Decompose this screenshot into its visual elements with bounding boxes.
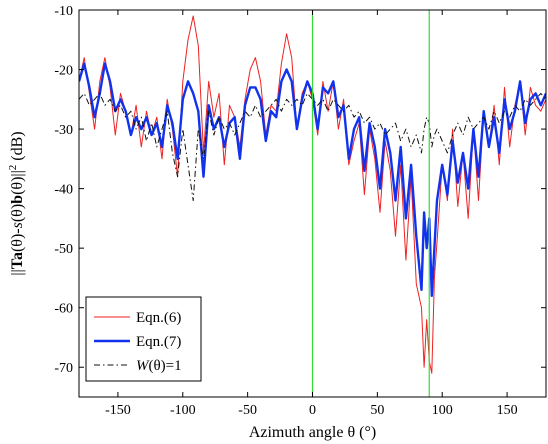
axis-ticks: -150 -100 -50 0 50 100 150 -70 -60 -50 -40 -30 -20 -1… xyxy=(54,4,546,418)
x-axis-label: Azimuth angle θ (°) xyxy=(249,424,376,441)
y-tick-label: -70 xyxy=(54,361,73,376)
x-tick-label: 0 xyxy=(309,403,316,418)
x-tick-label: 150 xyxy=(497,403,518,418)
y-tick-label: -60 xyxy=(54,302,73,317)
x-tick-label: -50 xyxy=(238,403,257,418)
legend-label-part: W xyxy=(136,358,150,374)
y-axis-label-part: (θ)- xyxy=(9,228,26,252)
legend-label-2: Eqn.(7) xyxy=(136,334,181,350)
y-axis-label-part: || xyxy=(9,269,26,275)
series-line-3 xyxy=(79,92,546,201)
y-axis-label-part: (θ)|| xyxy=(9,170,26,195)
x-tick-label: -100 xyxy=(170,403,196,418)
legend-label-3: W(θ)=1 xyxy=(136,358,182,374)
y-axis-label-part: b xyxy=(9,195,26,204)
y-tick-label: -20 xyxy=(54,64,73,79)
legend: Eqn.(6) Eqn.(7) W(θ)=1 xyxy=(85,296,202,382)
series-line-2 xyxy=(79,62,546,297)
x-tick-label: 100 xyxy=(432,403,453,418)
y-tick-label: -10 xyxy=(54,4,73,19)
y-tick-label: -40 xyxy=(54,183,73,198)
y-tick-label: -30 xyxy=(54,123,73,138)
vertical-marker-lines xyxy=(311,10,430,397)
legend-box xyxy=(85,296,202,382)
y-axis-label-part: (dB) xyxy=(9,131,26,164)
legend-label-part: Eqn.(6) xyxy=(136,310,181,326)
y-axis-label: ||Ta(θ)-s(θ)b(θ)||2 (dB) xyxy=(7,131,26,275)
x-tick-label: -150 xyxy=(105,403,131,418)
legend-label-1: Eqn.(6) xyxy=(136,310,181,326)
y-axis-label-part: (θ) xyxy=(9,204,26,222)
y-tick-label: -50 xyxy=(54,242,73,257)
y-axis-label-part: s xyxy=(9,222,26,228)
x-tick-label: 50 xyxy=(370,403,384,418)
y-axis-label-part: Ta xyxy=(9,252,26,269)
legend-label-part: (θ)=1 xyxy=(149,358,182,374)
plot-area xyxy=(79,15,546,374)
legend-label-part: Eqn.(7) xyxy=(136,334,181,350)
y-axis-label-part: 2 xyxy=(7,165,19,171)
